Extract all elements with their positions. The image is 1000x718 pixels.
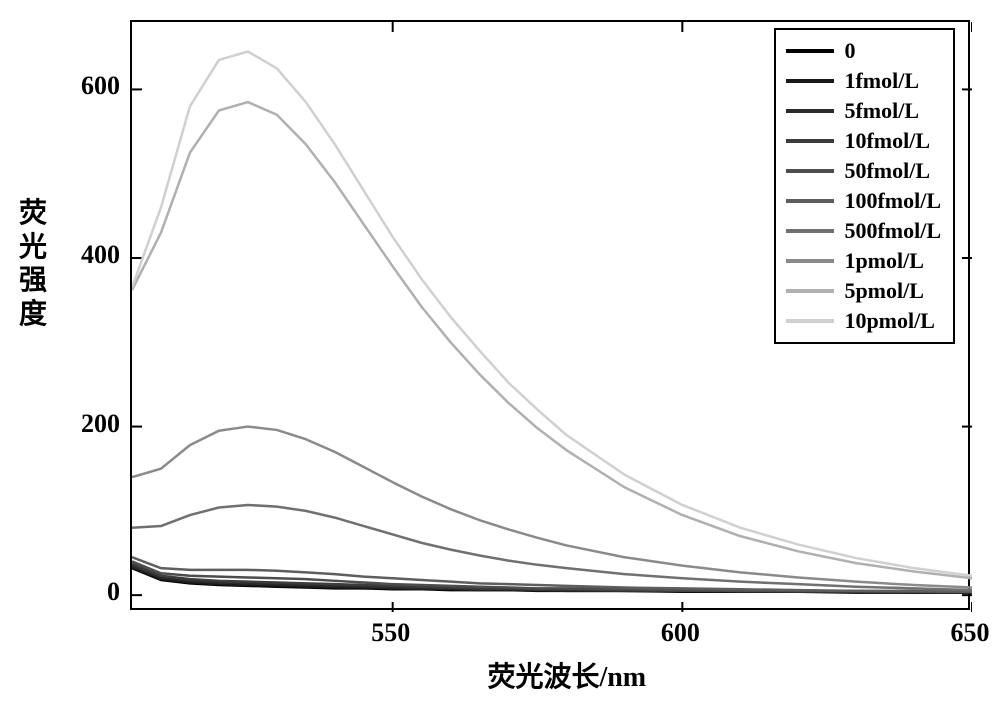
y-tick-label: 400: [60, 240, 120, 270]
legend-swatch: [786, 289, 834, 293]
y-axis-label-char: 强: [18, 264, 48, 298]
legend-swatch: [786, 139, 834, 143]
x-axis-label: 荧光波长/nm: [399, 655, 735, 695]
x-tick-label: 600: [650, 618, 710, 648]
x-tick-label: 550: [361, 618, 421, 648]
legend-item: 1pmol/L: [786, 246, 941, 276]
legend-label: 500fmol/L: [844, 218, 941, 244]
legend-swatch: [786, 199, 834, 203]
legend-item: 1fmol/L: [786, 66, 941, 96]
legend-label: 10fmol/L: [844, 128, 930, 154]
legend-swatch: [786, 109, 834, 113]
legend-swatch: [786, 49, 834, 53]
y-tick-label: 200: [60, 409, 120, 439]
y-axis-label-char: 度: [18, 298, 48, 332]
legend-swatch: [786, 169, 834, 173]
legend-label: 100fmol/L: [844, 188, 941, 214]
x-tick-label: 650: [940, 618, 1000, 648]
legend: 0 1fmol/L 5fmol/L 10fmol/L 50fmol/L 100fmol/L…: [774, 28, 955, 344]
chart-container: 荧光强度 荧光波长/nm 0 200 400 600 550 600 650 0 1fmol…: [0, 0, 1000, 718]
y-axis-label-char: 光: [18, 231, 48, 265]
y-tick-label: 0: [60, 577, 120, 607]
legend-label: 10pmol/L: [844, 308, 934, 334]
legend-label: 5fmol/L: [844, 98, 919, 124]
legend-swatch: [786, 259, 834, 263]
legend-item: 500fmol/L: [786, 216, 941, 246]
legend-item: 0: [786, 36, 941, 66]
y-tick-label: 600: [60, 71, 120, 101]
legend-item: 5pmol/L: [786, 276, 941, 306]
legend-item: 100fmol/L: [786, 186, 941, 216]
series-line: [132, 427, 972, 588]
legend-label: 50fmol/L: [844, 158, 930, 184]
y-axis-label: 荧光强度: [18, 197, 48, 331]
legend-label: 1pmol/L: [844, 248, 923, 274]
legend-item: 10fmol/L: [786, 126, 941, 156]
legend-item: 50fmol/L: [786, 156, 941, 186]
y-axis-label-char: 荧: [18, 197, 48, 231]
legend-swatch: [786, 319, 834, 323]
legend-item: 10pmol/L: [786, 306, 941, 336]
legend-label: 1fmol/L: [844, 68, 919, 94]
legend-item: 5fmol/L: [786, 96, 941, 126]
legend-swatch: [786, 229, 834, 233]
legend-label: 0: [844, 38, 855, 64]
legend-label: 5pmol/L: [844, 278, 923, 304]
legend-swatch: [786, 79, 834, 83]
